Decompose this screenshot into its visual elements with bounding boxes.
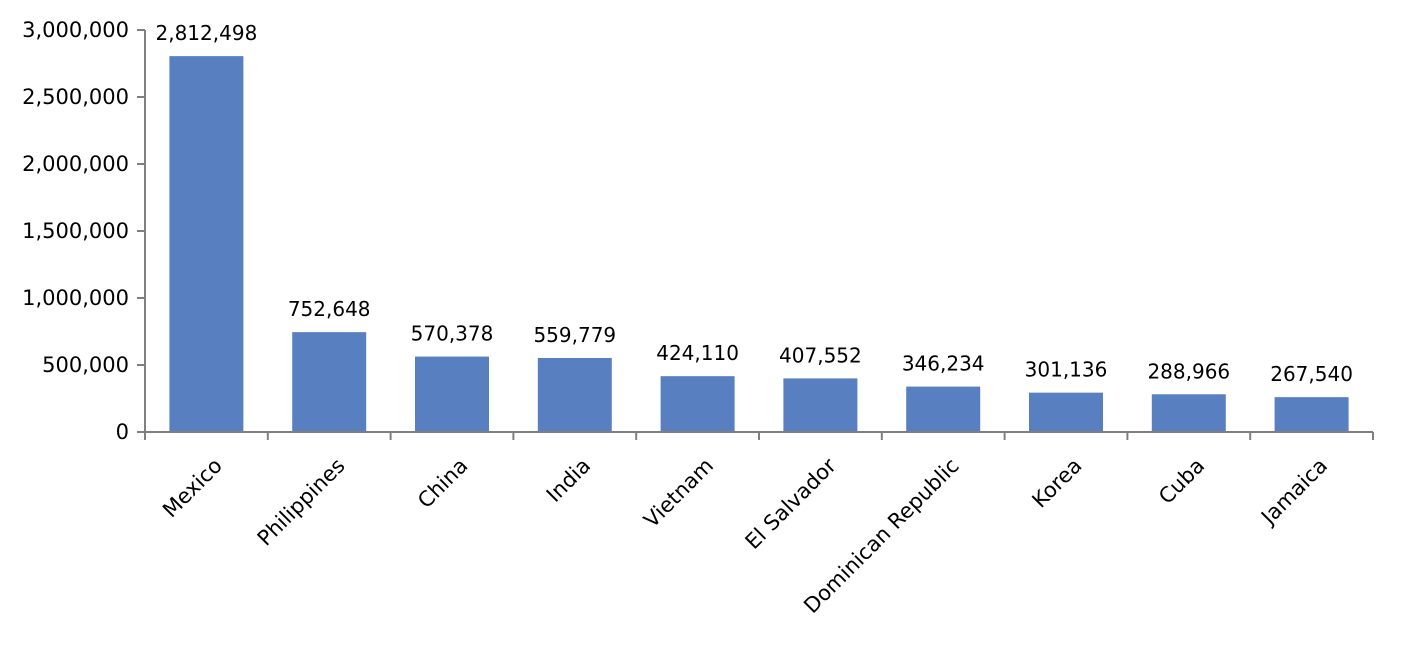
- y-tick-label: 1,000,000: [22, 286, 129, 310]
- data-label: 267,540: [1270, 362, 1353, 386]
- y-tick-label: 2,500,000: [22, 85, 129, 109]
- data-label: 424,110: [656, 341, 739, 365]
- data-label: 559,779: [533, 323, 616, 347]
- data-label: 301,136: [1025, 358, 1108, 382]
- bar: [535, 355, 614, 434]
- y-axis-ticks: 0 500,000 1,000,000 1,500,000 2,000,000 2,500…: [22, 18, 1374, 444]
- y-tick-label: 2,000,000: [22, 152, 129, 176]
- y-tick-label: 1,500,000: [22, 219, 129, 243]
- category-label: India: [542, 454, 595, 507]
- category-label: Vietnam: [639, 454, 718, 533]
- category-labels-group: Mexico Philippines China India Vietnam El Sal…: [158, 453, 1332, 618]
- category-label: Cuba: [1154, 454, 1209, 509]
- y-tick-label: 0: [116, 420, 129, 444]
- category-label: Korea: [1027, 454, 1086, 513]
- axes-group: [144, 30, 1373, 433]
- category-label: El Salvador: [741, 453, 842, 554]
- data-label: 570,378: [411, 322, 494, 346]
- data-label: 288,966: [1147, 359, 1230, 383]
- category-label: Jamaica: [1255, 454, 1332, 531]
- data-labels-group: 2,812,498 752,648 570,378 559,779 424,110 407…: [156, 21, 1353, 386]
- y-tick-label: 3,000,000: [22, 18, 129, 42]
- data-label: 752,648: [288, 297, 371, 321]
- category-label: Philippines: [253, 454, 350, 551]
- category-label: Mexico: [158, 454, 227, 523]
- data-label: 346,234: [902, 352, 985, 376]
- category-label: China: [413, 454, 472, 513]
- bar: [413, 354, 491, 433]
- data-label: 2,812,498: [156, 21, 258, 45]
- bar: [167, 54, 246, 433]
- bar: [290, 330, 369, 434]
- y-tick-label: 500,000: [42, 353, 129, 377]
- bar: [1272, 395, 1351, 433]
- bars-group: [167, 54, 1351, 434]
- bar: [1149, 392, 1228, 434]
- bar: [658, 374, 737, 433]
- data-label: 407,552: [779, 343, 862, 367]
- bar: [1027, 390, 1105, 433]
- bar: [904, 384, 983, 433]
- bar: [781, 376, 860, 433]
